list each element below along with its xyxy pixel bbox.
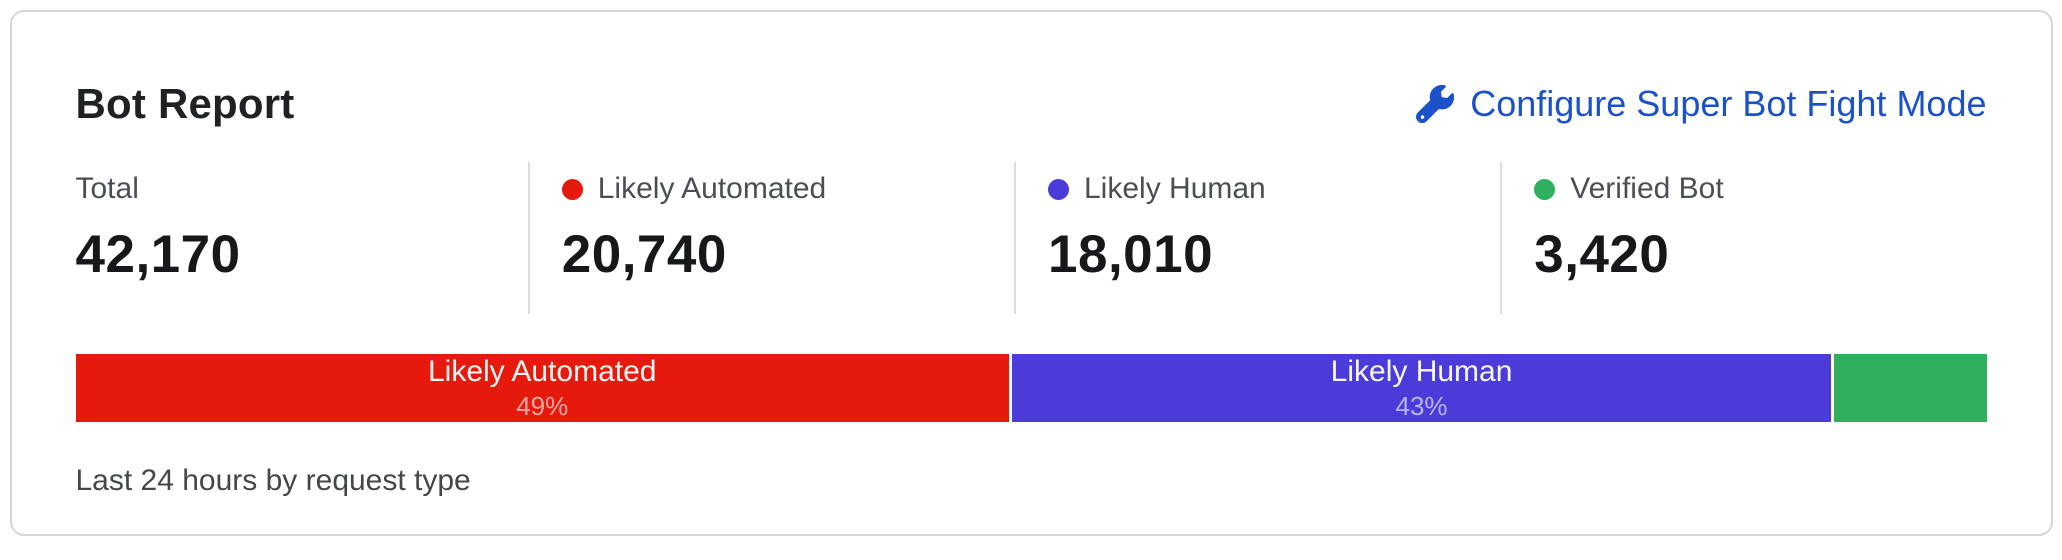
- likely-automated-dot-icon: [561, 178, 583, 200]
- stat-likely-automated-value: 20,740: [561, 225, 727, 284]
- stat-verified-bot-value: 3,420: [1534, 225, 1670, 284]
- stat-likely-human-label: Likely Human: [1084, 172, 1266, 205]
- page-title: Bot Report: [75, 80, 295, 127]
- configure-link-label: Configure Super Bot Fight Mode: [1470, 83, 1987, 124]
- stat-likely-human: Likely Human 18,010: [1014, 162, 1500, 314]
- bar-segment-verified-bot: [1834, 354, 1987, 422]
- stat-total-value: 42,170: [75, 225, 241, 284]
- stat-likely-automated: Likely Automated 20,740: [527, 162, 1014, 314]
- bar-segment-likely-automated: Likely Automated 49%: [75, 354, 1009, 422]
- card-header: Bot Report Configure Super Bot Fight Mod…: [76, 80, 1987, 128]
- wrench-icon: [1416, 85, 1455, 123]
- bar-segment-percent: 43%: [1395, 391, 1448, 422]
- stat-verified-bot-label: Verified Bot: [1570, 172, 1724, 205]
- verified-bot-dot-icon: [1534, 178, 1556, 200]
- time-range-caption: Last 24 hours by request type: [75, 464, 471, 497]
- stat-likely-automated-label: Likely Automated: [597, 172, 827, 205]
- stat-total-label: Total: [75, 172, 139, 205]
- bar-segment-label: Likely Automated: [427, 355, 657, 389]
- stat-verified-bot: Verified Bot 3,420: [1500, 162, 1986, 314]
- bar-segment-likely-human: Likely Human 43%: [1011, 354, 1832, 422]
- likely-human-dot-icon: [1048, 178, 1069, 200]
- stat-likely-human-value: 18,010: [1048, 225, 1214, 284]
- request-type-stacked-bar: Likely Automated 49% Likely Human 43%: [75, 354, 1987, 422]
- bot-report-card: Bot Report Configure Super Bot Fight Mod…: [9, 10, 2053, 536]
- bar-segment-label: Likely Human: [1330, 355, 1513, 389]
- configure-super-bot-fight-mode-link[interactable]: Configure Super Bot Fight Mode: [1416, 83, 1987, 125]
- stat-total: Total 42,170: [76, 162, 528, 314]
- bar-segment-percent: 49%: [516, 391, 569, 422]
- stats-row: Total 42,170 Likely Automated 20,740 Lik…: [76, 162, 1987, 314]
